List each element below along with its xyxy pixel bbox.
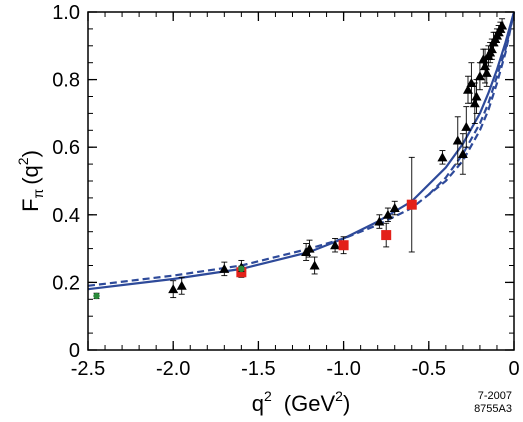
data-point-triangle [462,84,473,94]
y-axis-title: Fπ (q2) [15,150,46,212]
x-tick-label: -1.0 [326,358,360,380]
data-point-triangle [474,71,485,81]
x-axis-title-main: q [252,391,264,416]
data-point-triangle [219,263,230,273]
data-point-circle [238,265,245,273]
data-point-triangle [466,77,477,87]
x-tick-label: -2.5 [71,358,105,380]
data-point-triangle [437,152,448,162]
data-point-triangle [469,98,480,108]
y-tick-label: 0.4 [52,205,80,227]
data-point-triangle [389,203,400,213]
plot-frame [87,11,515,351]
y-axis-title-paren-close: ) [18,150,43,157]
data-point-triangle [309,260,320,270]
data-point-triangle [497,20,508,30]
model-curve-dashed [87,11,516,287]
data-point-circle [93,292,100,300]
data-point-triangle [374,216,385,226]
data-point-triangle [382,209,393,219]
data-point-square [381,230,392,241]
y-tick-label: 0 [69,340,80,362]
y-axis-title-main: F [18,198,43,211]
data-point-triangle [330,240,341,250]
ticks-layer [87,11,515,351]
data-point-square [406,199,417,210]
x-axis-title-sup: 2 [264,388,272,404]
x-axis-title-unit-suffix: ) [343,391,350,416]
y-tick-label: 0.2 [52,272,80,294]
data-point-triangle [486,44,497,54]
x-axis-title-unit-prefix: (GeV [284,391,336,416]
x-tick-label: -1.5 [241,358,275,380]
data-point-triangle [478,54,489,64]
data-point-triangle [452,135,463,145]
x-axis-title-unit-sup: 2 [335,388,343,404]
y-axis-title-paren-open: (q [18,165,43,185]
model-curve-dashed [428,11,516,196]
x-tick-label: -0.5 [412,358,446,380]
x-axis-title: q2 (GeV2) [252,388,351,416]
data-point-triangle [480,61,491,71]
data-point-triangle [481,67,492,77]
points-layer [93,18,508,300]
model-curve-solid [87,11,516,291]
data-point-triangle [168,284,179,294]
data-point-triangle [471,91,482,101]
y-tick-label: 0.6 [52,137,80,159]
annotation-id: 8755A3 [474,403,512,415]
data-point-square [236,267,247,278]
data-point-square [338,240,349,251]
data-point-triangle [457,148,468,158]
x-tick-label: -2.0 [156,358,190,380]
annotation-date: 7-2007 [478,390,512,402]
x-tick-label: 0 [508,358,519,380]
curves-layer [87,11,516,291]
data-point-triangle [461,121,472,131]
y-axis-title-sub: π [30,188,46,198]
data-point-triangle [304,243,315,253]
data-point-triangle [176,280,187,290]
y-tick-label: 0.8 [52,70,80,92]
y-tick-label: 1.0 [52,2,80,24]
y-axis-title-sup: 2 [15,157,31,165]
labels-layer: -2.5 -2.0 -1.5 -1.0 -0.5 0 0 0.2 0.4 0.6 0.8 1.0 [52,2,519,380]
